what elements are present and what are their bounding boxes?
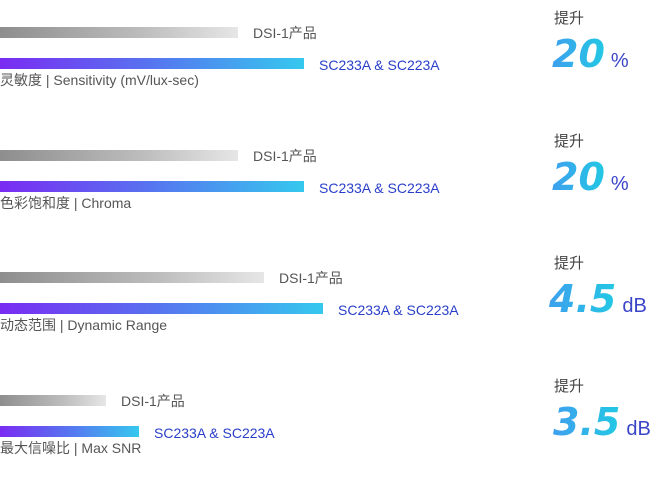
baseline-bar: [0, 272, 264, 283]
row-max-snr: DSI-1产品 SC233A & SC223A 最大信噪比 | Max SNR …: [0, 373, 660, 483]
gain-unit: %: [610, 173, 629, 195]
baseline-bar: [0, 395, 106, 406]
row-chroma: DSI-1产品 SC233A & SC223A 色彩饱和度 | Chroma 提…: [0, 128, 660, 238]
new-product-label: SC233A & SC223A: [319, 180, 440, 196]
gain-readout: 20%: [552, 155, 629, 199]
gain-unit: %: [610, 50, 629, 72]
gain-label: 提升: [554, 255, 585, 272]
baseline-bar: [0, 27, 238, 38]
new-product-bar: [0, 303, 323, 314]
baseline-label: DSI-1产品: [121, 393, 185, 409]
row-sensitivity: DSI-1产品 SC233A & SC223A 灵敏度 | Sensitivit…: [0, 5, 660, 115]
row-dynamic-range: DSI-1产品 SC233A & SC223A 动态范围 | Dynamic R…: [0, 250, 660, 360]
gain-label: 提升: [554, 10, 585, 27]
gain-readout: 3.5 dB: [553, 400, 651, 444]
gain-value: 4.5: [549, 277, 617, 321]
gain-unit: dB: [626, 418, 651, 440]
gain-value: 20: [552, 155, 605, 199]
gain-value: 3.5: [553, 400, 621, 444]
gain-readout: 20%: [552, 32, 629, 76]
gain-label: 提升: [554, 378, 585, 395]
new-product-label: SC233A & SC223A: [319, 57, 440, 73]
metric-label: 色彩饱和度 | Chroma: [0, 195, 132, 211]
metric-label: 最大信噪比 | Max SNR: [0, 440, 142, 456]
gain-readout: 4.5 dB: [549, 277, 647, 321]
new-product-bar: [0, 181, 304, 192]
gain-value: 20: [552, 32, 605, 76]
new-product-label: SC233A & SC223A: [338, 302, 459, 318]
baseline-label: DSI-1产品: [279, 270, 343, 286]
baseline-label: DSI-1产品: [253, 148, 317, 164]
gain-label: 提升: [554, 133, 585, 150]
baseline-bar: [0, 150, 238, 161]
new-product-label: SC233A & SC223A: [154, 425, 275, 441]
baseline-label: DSI-1产品: [253, 25, 317, 41]
metric-label: 灵敏度 | Sensitivity (mV/lux-sec): [0, 72, 199, 88]
gain-unit: dB: [622, 295, 647, 317]
metric-label: 动态范围 | Dynamic Range: [0, 317, 168, 333]
new-product-bar: [0, 426, 139, 437]
new-product-bar: [0, 58, 304, 69]
